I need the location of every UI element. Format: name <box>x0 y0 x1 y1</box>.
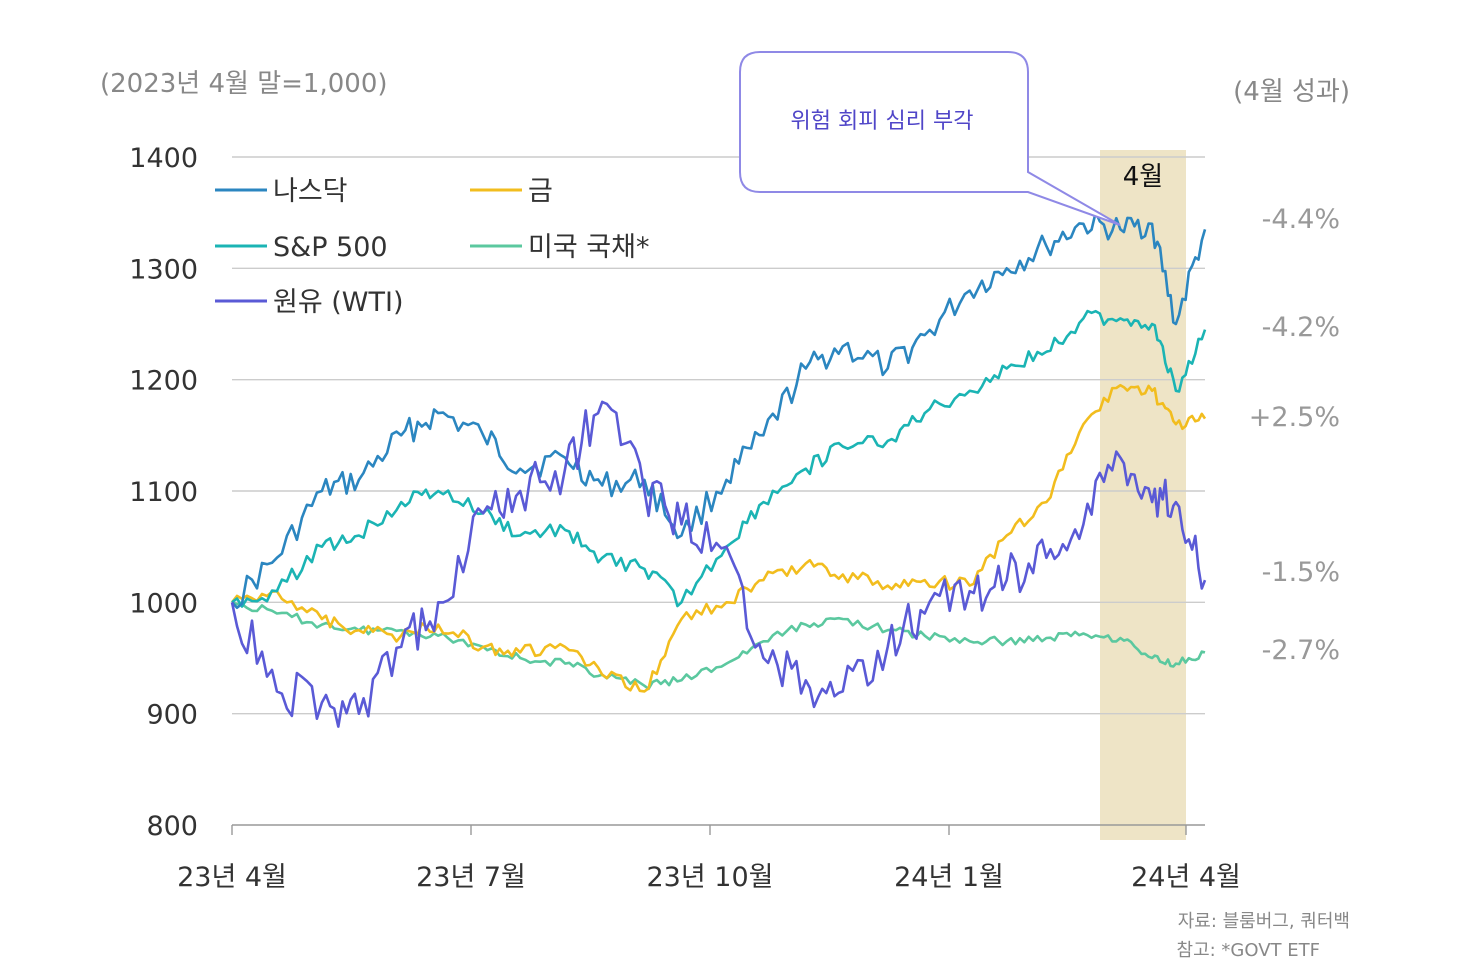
y-tick-label: 1000 <box>129 588 198 619</box>
legend-label: S&P 500 <box>273 232 388 263</box>
y-tick-label: 1100 <box>129 477 198 508</box>
series-line <box>230 383 1207 693</box>
april-change-label: +2.5% <box>1249 402 1340 433</box>
y-tick-label: 900 <box>146 700 198 731</box>
x-axis: 23년 4월 23년 7월 23년 10월 24년 1월 24년 4월 <box>177 825 1241 893</box>
gridlines <box>232 156 1205 826</box>
callout-text: 위험 회피 심리 부각 <box>791 109 974 134</box>
series-line <box>230 400 1207 728</box>
series-line <box>231 309 1207 608</box>
y-tick-label: 1400 <box>129 143 198 174</box>
x-tick-label: 24년 4월 <box>1131 862 1241 893</box>
x-tick-label: 24년 1월 <box>894 862 1004 893</box>
x-tick-label: 23년 7월 <box>416 862 526 893</box>
y-axis-title: (2023년 4월 말=1,000) <box>100 69 388 99</box>
april-change-label: -1.5% <box>1262 557 1340 588</box>
x-tick-label: 23년 10월 <box>647 862 774 893</box>
april-label: 4월 <box>1123 162 1163 192</box>
april-performance-labels: -4.4% -4.2% +2.5% -1.5% -2.7% <box>1249 204 1340 666</box>
right-axis-title: (4월 성과) <box>1233 77 1350 107</box>
footnote: 참고: *GOVT ETF <box>1177 940 1320 961</box>
x-tick-label: 23년 4월 <box>177 862 287 893</box>
april-change-label: -4.2% <box>1262 312 1340 343</box>
april-change-label: -2.7% <box>1262 635 1340 666</box>
legend-label: 나스닥 <box>273 176 348 207</box>
y-tick-label: 1300 <box>129 254 198 285</box>
series-line <box>231 211 1207 610</box>
series-line <box>231 601 1206 691</box>
y-tick-label: 800 <box>146 811 198 842</box>
april-change-label: -4.4% <box>1262 204 1340 235</box>
callout-bubble: 위험 회피 심리 부각 <box>739 51 1121 226</box>
source-note: 자료: 블룸버그, 쿼터백 <box>1178 911 1350 932</box>
y-tick-label: 1200 <box>129 366 198 397</box>
legend: 나스닥 금 S&P 500 미국 국채* 원유 (WTI) <box>215 176 649 318</box>
y-tick-labels: 1400 1300 1200 1100 1000 900 800 <box>129 143 198 842</box>
legend-label: 원유 (WTI) <box>273 287 403 318</box>
series-lines <box>230 211 1207 728</box>
legend-label: 금 <box>528 176 553 207</box>
legend-label: 미국 국채* <box>528 232 649 263</box>
